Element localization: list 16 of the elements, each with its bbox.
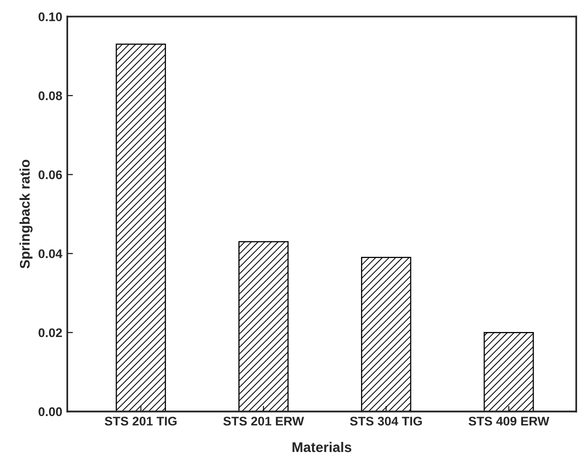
x-tick-label: STS 304 TIG bbox=[350, 416, 422, 426]
y-tick-label: 0.02 bbox=[38, 328, 62, 338]
y-tick-label: 0.04 bbox=[38, 249, 62, 258]
x-tick-label: STS 409 ERW bbox=[468, 416, 550, 426]
y-axis-title: Springback ratio bbox=[20, 160, 33, 268]
bar bbox=[484, 332, 534, 412]
bar bbox=[238, 241, 289, 412]
x-tick-label: STS 201 TIG bbox=[104, 416, 177, 426]
y-tick-label: 0.00 bbox=[38, 407, 62, 416]
y-tick-label: 0.10 bbox=[38, 12, 62, 22]
y-tick-label: 0.06 bbox=[38, 170, 62, 180]
bar bbox=[116, 44, 166, 412]
y-tick-label: 0.08 bbox=[38, 91, 62, 100]
x-tick-label: STS 201 ERW bbox=[223, 416, 304, 426]
bar bbox=[361, 256, 412, 412]
x-axis-title: Materials bbox=[292, 442, 352, 452]
